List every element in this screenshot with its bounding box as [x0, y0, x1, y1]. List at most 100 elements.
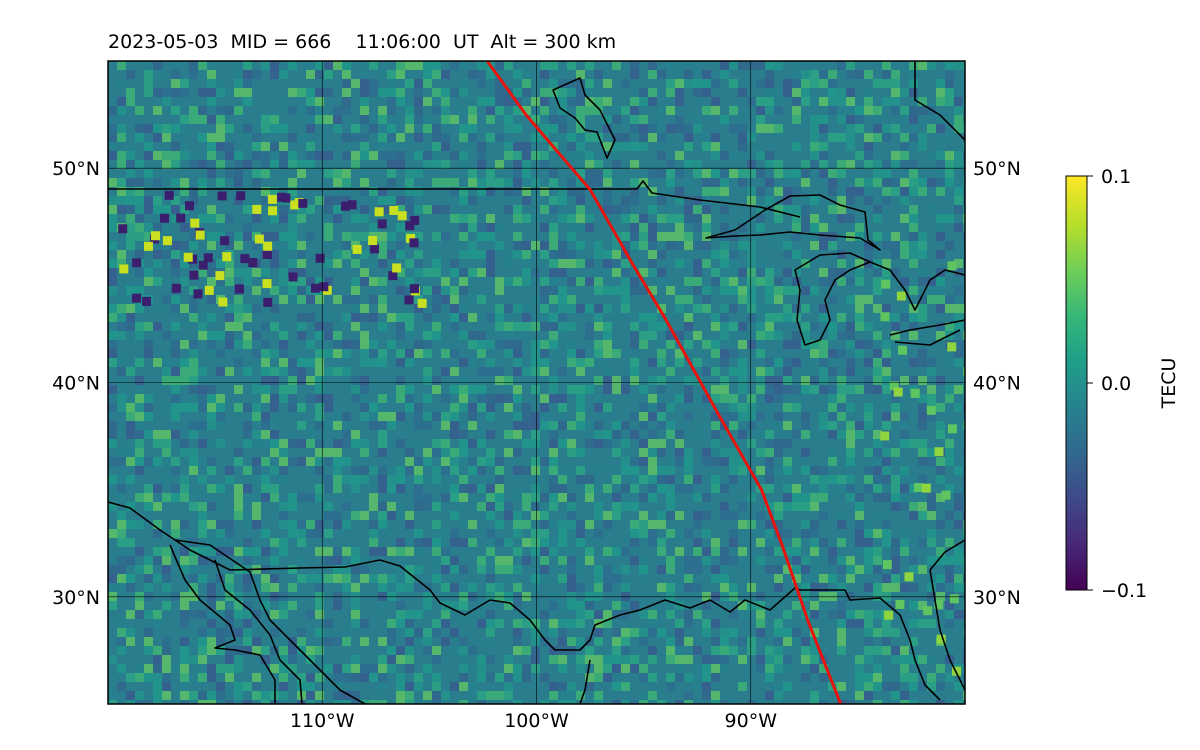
tec-pixel	[504, 601, 513, 610]
tec-pixel	[774, 106, 783, 115]
tec-pixel	[360, 88, 369, 97]
tec-pixel	[747, 187, 756, 196]
lat-tick-label-right: 30°N	[973, 587, 1021, 609]
tec-pixel	[423, 349, 432, 358]
tec-pixel	[216, 349, 225, 358]
tec-pixel	[738, 133, 747, 142]
tec-pixel	[576, 349, 585, 358]
tec-pixel	[531, 385, 540, 394]
tec-pixel	[684, 70, 693, 79]
tec-pixel	[108, 565, 117, 574]
tec-pixel	[603, 268, 612, 277]
tec-pixel	[747, 277, 756, 286]
tec-pixel	[783, 439, 792, 448]
tec-pixel	[594, 664, 603, 673]
tec-pixel	[873, 547, 882, 556]
tec-pixel	[963, 529, 965, 538]
tec-pixel	[450, 322, 459, 331]
tec-pixel	[855, 673, 864, 682]
tec-pixel	[684, 313, 693, 322]
tec-pixel	[693, 304, 702, 313]
tec-pixel	[540, 628, 549, 637]
tec-pixel	[162, 205, 171, 214]
tec-pixel	[585, 322, 594, 331]
tec-pixel	[675, 124, 684, 133]
tec-pixel	[612, 160, 621, 169]
tec-pixel	[702, 628, 711, 637]
tec-pixel	[243, 70, 252, 79]
tec-pixel	[594, 628, 603, 637]
tec-pixel	[360, 385, 369, 394]
tec-pixel	[189, 565, 198, 574]
tec-pixel	[270, 214, 279, 223]
tec-pixel	[369, 277, 378, 286]
tec-pixel	[549, 196, 558, 205]
tec-pixel	[765, 106, 774, 115]
tec-pixel	[306, 277, 315, 286]
tec-pixel	[198, 187, 207, 196]
tec-pixel	[864, 529, 873, 538]
tec-pixel	[333, 295, 342, 304]
tec-pixel	[819, 421, 828, 430]
tec-pixel	[513, 565, 522, 574]
tec-pixel	[288, 457, 297, 466]
tec-pixel	[954, 322, 963, 331]
tec-pixel	[333, 421, 342, 430]
tec-pixel	[963, 574, 965, 583]
tec-pixel	[756, 349, 765, 358]
tec-pixel	[693, 565, 702, 574]
tec-pixel	[234, 178, 243, 187]
tec-pixel	[774, 385, 783, 394]
tec-pixel	[162, 691, 171, 700]
tec-pixel	[540, 412, 549, 421]
tec-pixel	[657, 700, 666, 704]
tec-pixel	[792, 277, 801, 286]
tec-pixel	[486, 628, 495, 637]
tec-pixel	[675, 448, 684, 457]
tec-pixel	[900, 187, 909, 196]
tec-pixel	[837, 376, 846, 385]
tec-pixel	[603, 547, 612, 556]
tec-pixel	[774, 619, 783, 628]
tec-pixel	[270, 232, 279, 241]
tec-pixel	[423, 331, 432, 340]
tec-pixel	[819, 313, 828, 322]
tec-pixel	[378, 259, 387, 268]
tec-pixel	[891, 232, 900, 241]
tec-pixel	[945, 385, 954, 394]
tec-pixel	[432, 691, 441, 700]
tec-pixel	[144, 574, 153, 583]
tec-pixel	[486, 493, 495, 502]
tec-pixel	[126, 178, 135, 187]
tec-pixel	[926, 405, 936, 415]
tec-pixel	[360, 556, 369, 565]
tec-pixel	[522, 556, 531, 565]
tec-pixel	[468, 664, 477, 673]
tec-pixel	[387, 79, 396, 88]
tec-pixel	[171, 349, 180, 358]
tec-pixel	[369, 493, 378, 502]
tec-pixel	[612, 376, 621, 385]
tec-pixel	[531, 367, 540, 376]
tec-pixel	[657, 376, 666, 385]
tec-pixel	[342, 196, 351, 205]
tec-pixel	[855, 610, 864, 619]
tec-pixel	[882, 493, 891, 502]
tec-pixel	[432, 160, 441, 169]
tec-pixel	[171, 403, 180, 412]
tec-pixel	[909, 79, 918, 88]
tec-pixel	[657, 583, 666, 592]
tec-pixel	[252, 457, 261, 466]
tec-pixel	[756, 340, 765, 349]
tec-pixel	[963, 142, 965, 151]
tec-pixel	[945, 70, 954, 79]
tec-pixel	[171, 268, 180, 277]
tec-pixel	[567, 448, 576, 457]
tec-pixel	[936, 178, 945, 187]
tec-pixel	[882, 628, 891, 637]
tec-pixel	[522, 439, 531, 448]
tec-pixel	[828, 574, 837, 583]
tec-pixel	[630, 529, 639, 538]
tec-pixel	[531, 241, 540, 250]
tec-pixel	[576, 358, 585, 367]
